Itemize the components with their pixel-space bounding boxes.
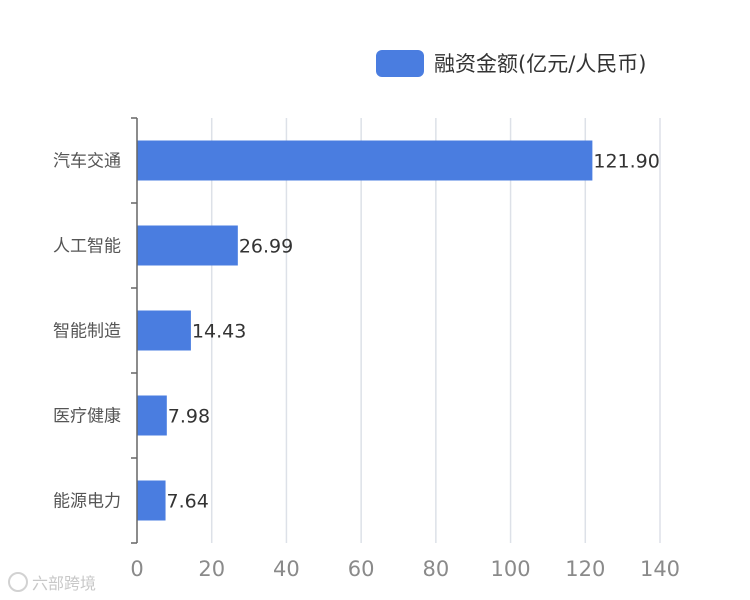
bar	[137, 395, 167, 436]
x-tick-label: 0	[130, 557, 143, 581]
x-tick-label: 60	[348, 557, 375, 581]
data-label: 26.99	[239, 236, 293, 258]
data-label: 7.64	[167, 491, 209, 513]
bar	[137, 140, 593, 181]
x-tick-label: 20	[198, 557, 225, 581]
labels: 121.90 汽车交通 26.99 人工智能 14.43 智能制造 7.98 医疗健康 7.64…	[53, 151, 680, 582]
legend-label: 融资金额(亿元/人民币)	[434, 52, 647, 76]
bar	[137, 310, 191, 351]
legend: 融资金额(亿元/人民币)	[376, 48, 646, 78]
category-label: 人工智能	[53, 237, 121, 257]
x-tick-label: 140	[640, 557, 680, 581]
category-label: 能源电力	[53, 492, 121, 512]
watermark: 六部跨境	[8, 570, 96, 594]
data-label: 121.90	[593, 151, 659, 173]
bar	[137, 225, 238, 266]
bar	[137, 480, 166, 521]
watermark-logo-icon	[8, 572, 28, 592]
legend-swatch	[376, 49, 424, 77]
x-tick-label: 80	[422, 557, 449, 581]
x-tick-label: 120	[565, 557, 605, 581]
data-label: 7.98	[168, 406, 210, 428]
x-tick-label: 40	[273, 557, 300, 581]
watermark-text: 六部跨境	[32, 574, 97, 593]
axes	[131, 117, 138, 544]
grid-lines	[210, 118, 661, 543]
category-label: 智能制造	[53, 322, 121, 342]
bars	[137, 140, 593, 521]
category-label: 汽车交通	[53, 152, 121, 172]
category-label: 医疗健康	[53, 407, 121, 427]
data-label: 14.43	[192, 321, 246, 343]
x-tick-label: 100	[491, 557, 531, 581]
